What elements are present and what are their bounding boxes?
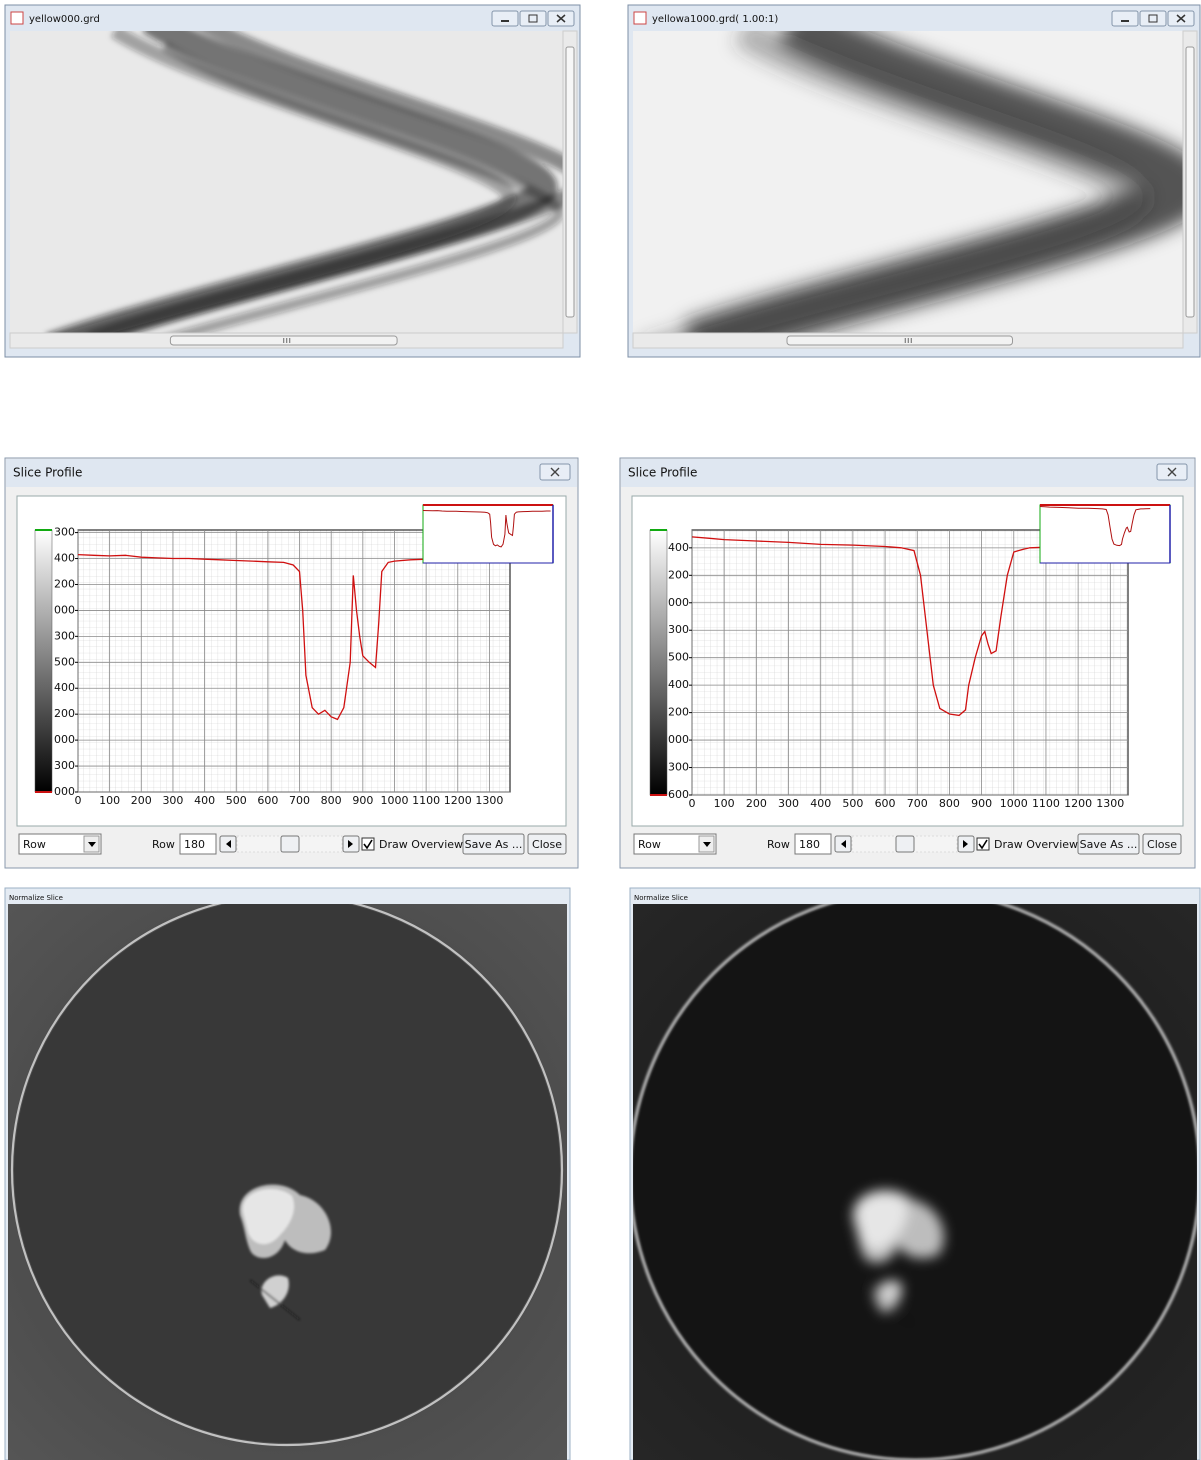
dropdown-value: Row [23,838,46,851]
x-tick-label: 1300 [1096,797,1124,810]
maximize-button[interactable] [1140,11,1166,26]
title-bar [6,459,577,487]
y-tick-label: 000 [668,733,689,746]
y-tick-label: 300 [668,623,689,636]
x-tick-label: 800 [321,794,342,807]
ct-inner [14,897,560,1443]
x-tick-label: 700 [289,794,310,807]
y-tick-label: 000 [54,603,75,616]
y-tick-label: 500 [668,651,689,664]
x-tick-label: 100 [714,797,735,810]
checkbox[interactable] [977,838,989,850]
y-tick-label: 000 [54,785,75,798]
y-tick-label: 300 [54,526,75,539]
dropdown-value: Row [638,838,661,851]
plot-area [692,530,1128,795]
slider-thumb[interactable] [281,836,299,852]
x-tick-label: 900 [352,794,373,807]
y-tick-label: 300 [54,759,75,772]
x-tick-label: 400 [810,797,831,810]
x-tick-label: 200 [746,797,767,810]
x-tick-label: 1100 [1032,797,1060,810]
plot-area [78,530,510,792]
row-value: 180 [184,838,205,851]
x-tick-label: 300 [162,794,183,807]
row-value: 180 [799,838,820,851]
x-tick-label: 500 [226,794,247,807]
close-button-label: Close [1147,838,1177,851]
y-tick-label: 400 [54,681,75,694]
checkbox[interactable] [362,838,374,850]
x-tick-label: 300 [778,797,799,810]
window-title: Slice Profile [13,466,82,480]
ct-image [8,895,567,1460]
y-tick-label: 500 [54,655,75,668]
x-tick-label: 600 [257,794,278,807]
x-tick-label: 1200 [1064,797,1092,810]
window-title: yellow000.grd [29,14,100,25]
x-tick-label: 100 [99,794,120,807]
minimize-button[interactable] [492,11,518,26]
y-tick-label: 200 [668,706,689,719]
slider-thumb[interactable] [896,836,914,852]
y-tick-label: 200 [54,577,75,590]
x-tick-label: 0 [75,794,82,807]
save-button-label: Save As ... [1080,838,1138,851]
x-tick-label: 1300 [475,794,503,807]
colorbar [650,530,667,795]
window-title: Normalize Slice [9,894,63,902]
vertical-thumb [1186,47,1194,317]
x-tick-label: 900 [971,797,992,810]
window-title: Normalize Slice [634,894,688,902]
title-bar [621,459,1194,487]
ct-inner [632,892,1198,1458]
horizontal-thumb [787,336,1013,345]
colorbar [35,530,52,792]
x-tick-label: 200 [131,794,152,807]
screenshot: yellow000.grd yellowa1000.grd( 1.00:1) Sli… [0,0,1201,1460]
overview-box [423,505,553,563]
x-tick-label: 0 [689,797,696,810]
y-tick-label: 400 [54,552,75,565]
y-tick-label: 600 [668,788,689,801]
x-tick-label: 1200 [444,794,472,807]
window-icon [634,12,646,24]
x-tick-label: 800 [939,797,960,810]
window-icon [11,12,23,24]
vertical-thumb [566,47,574,317]
save-button-label: Save As ... [465,838,523,851]
x-tick-label: 700 [907,797,928,810]
maximize-button[interactable] [520,11,546,26]
x-tick-label: 1100 [412,794,440,807]
x-tick-label: 600 [875,797,896,810]
y-tick-label: 400 [668,678,689,691]
y-tick-label: 400 [668,541,689,554]
window-title: Slice Profile [628,466,697,480]
window-title: yellowa1000.grd( 1.00:1) [652,14,778,25]
row-label: Row [767,838,790,851]
y-tick-label: 200 [668,568,689,581]
y-tick-label: 300 [668,761,689,774]
close-button-label: Close [532,838,562,851]
minimize-button[interactable] [1112,11,1138,26]
x-tick-label: 1000 [380,794,408,807]
x-tick-label: 400 [194,794,215,807]
y-tick-label: 300 [54,629,75,642]
ct-image [630,890,1200,1460]
overview-label: Draw Overview [379,838,463,851]
y-tick-label: 000 [668,596,689,609]
y-tick-label: 200 [54,707,75,720]
overview-box [1040,505,1170,563]
x-tick-label: 500 [842,797,863,810]
row-label: Row [152,838,175,851]
x-tick-label: 1000 [1000,797,1028,810]
overview-label: Draw Overview [994,838,1078,851]
y-tick-label: 000 [54,733,75,746]
page: {"sinogram_windows":[{"title":"yellow000… [0,0,1201,1460]
